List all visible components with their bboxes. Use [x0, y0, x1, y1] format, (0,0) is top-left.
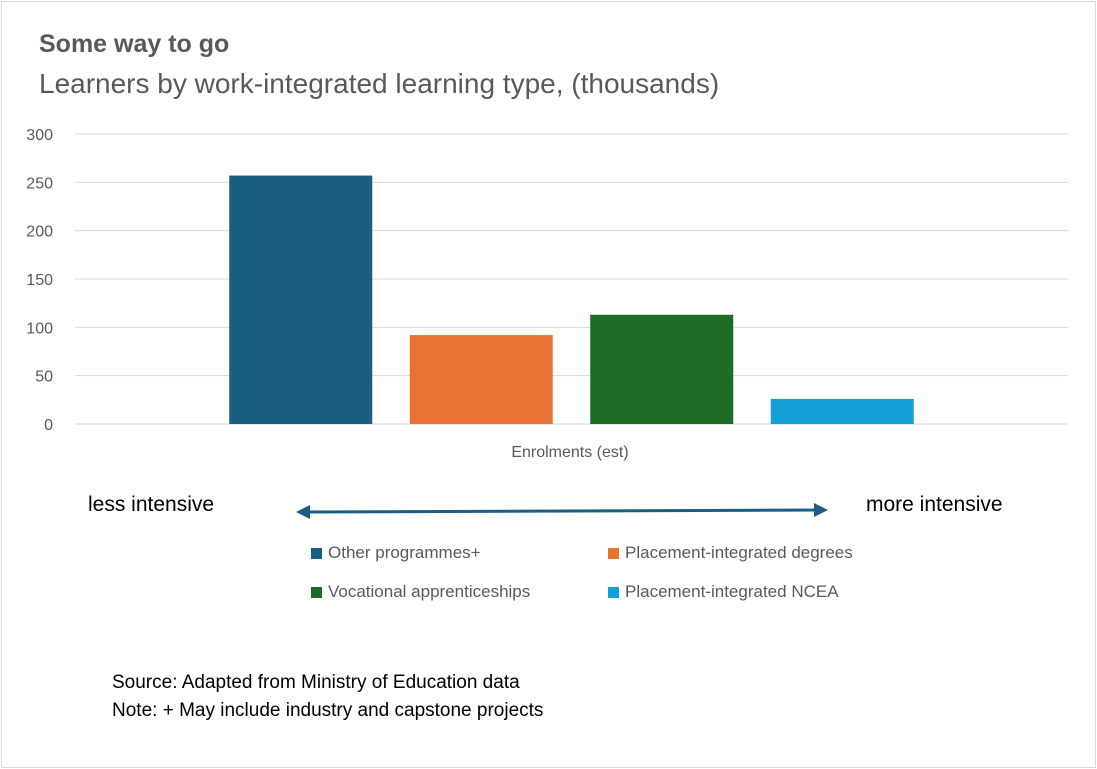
y-tick-label: 0	[44, 417, 53, 434]
y-tick-label: 250	[26, 175, 53, 192]
legend-swatch	[608, 586, 619, 598]
legend-item-other-programmes: Other programmes+	[311, 543, 481, 563]
y-axis-ticks: 0 50 100 150 200 250 300	[26, 127, 53, 434]
gridlines	[75, 133, 1068, 425]
legend-swatch	[608, 547, 619, 559]
legend-label: Vocational apprenticeships	[328, 582, 531, 601]
more-intensive-label: more intensive	[866, 493, 1003, 516]
legend-swatch	[311, 547, 322, 559]
y-tick-label: 300	[26, 127, 53, 144]
legend-item-placement-degrees: Placement-integrated degrees	[608, 543, 853, 563]
legend-item-placement-ncea: Placement-integrated NCEA	[608, 582, 839, 602]
y-tick-label: 150	[26, 272, 53, 289]
y-tick-label: 200	[26, 224, 53, 241]
bar-placement-integrated-ncea	[770, 398, 914, 424]
x-axis-label: Enrolments (est)	[511, 444, 628, 461]
y-tick-label: 100	[26, 320, 53, 337]
chart-title: Some way to go	[39, 30, 230, 58]
arrow-left-head	[296, 505, 310, 519]
legend-label: Placement-integrated degrees	[625, 543, 853, 562]
legend-label: Other programmes+	[328, 543, 481, 562]
legend-label: Placement-integrated NCEA	[625, 582, 839, 601]
source-note: Source: Adapted from Ministry of Educati…	[112, 672, 520, 693]
bar-placement-integrated-degrees	[409, 335, 553, 424]
bars	[229, 175, 914, 424]
bar-other-programmes	[229, 175, 373, 424]
y-tick-label: 50	[35, 369, 53, 386]
chart-subtitle: Learners by work-integrated learning typ…	[39, 68, 720, 99]
bar-vocational-apprenticeships	[590, 314, 734, 424]
arrow-right-head	[814, 503, 828, 517]
legend-item-vocational-apprenticeships: Vocational apprenticeships	[311, 582, 530, 602]
less-intensive-label: less intensive	[88, 493, 215, 516]
intensity-arrow	[296, 503, 828, 519]
legend-swatch	[311, 586, 322, 598]
footnote: Note: + May include industry and capston…	[112, 700, 544, 721]
intensity-arrow-line	[305, 508, 819, 514]
